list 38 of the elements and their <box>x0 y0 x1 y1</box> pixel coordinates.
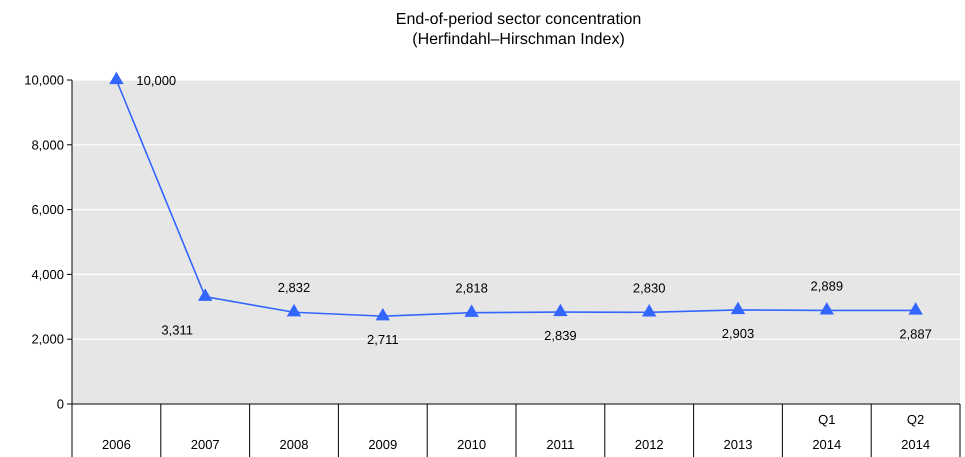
x-tick-label: Q2 2014 <box>901 412 930 452</box>
y-tick-label: 4,000 <box>31 266 64 282</box>
point <box>376 308 390 320</box>
x-tick-label: 2008 <box>280 437 308 452</box>
point <box>198 288 212 301</box>
point <box>553 304 568 316</box>
data-label: 2,889 <box>810 278 844 294</box>
x-tick-label: Q1 2014 <box>812 412 842 452</box>
point <box>286 304 302 316</box>
y-tick-label: 10,000 <box>24 72 64 88</box>
point <box>820 302 834 315</box>
y-tick-label: 6,000 <box>31 202 64 218</box>
x-tick-label: 2013 <box>724 437 752 452</box>
data-label: 2,887 <box>899 326 932 342</box>
point <box>730 302 746 314</box>
point <box>642 304 656 316</box>
data-label: 2,832 <box>278 280 310 296</box>
data-label: 2,903 <box>722 326 754 341</box>
y-tick-label: 8,000 <box>31 137 64 152</box>
data-label: 10,000 <box>136 73 176 88</box>
x-tick-label: 2007 <box>190 437 220 452</box>
x-tick-label: 2011 <box>546 437 574 452</box>
point <box>908 302 923 315</box>
x-tick-label: 2009 <box>368 437 398 452</box>
y-tick-label: 2,000 <box>31 332 64 347</box>
data-label: 2,711 <box>367 332 399 348</box>
chart-title: End-of-period sector concentration <box>396 11 642 28</box>
data-label: 2,830 <box>632 280 666 296</box>
x-tick-label: 2012 <box>634 437 664 452</box>
data-label: 2,818 <box>455 280 488 296</box>
x-tick-label: 2006 <box>102 437 131 452</box>
x-tick-label: 2010 <box>457 437 486 452</box>
point <box>464 304 479 317</box>
chart-subtitle: (Herfindahl–Hirschman Index) <box>412 31 625 48</box>
data-label: 2,839 <box>544 328 577 344</box>
data-label: 3,311 <box>161 322 193 338</box>
y-tick-label: 0 <box>56 396 64 412</box>
point <box>109 72 124 84</box>
